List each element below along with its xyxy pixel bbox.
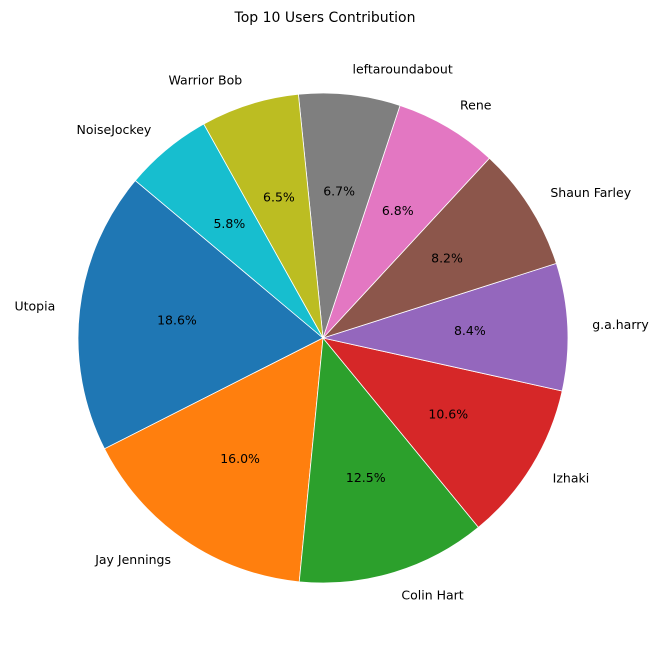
pie-category-labels: Utopia Jay Jennings Colin Hart Izhaki g.a.ha…	[14, 62, 649, 603]
pie-slice-utopia	[77, 179, 324, 450]
pie-slice-colin-hart	[298, 336, 480, 584]
pie-percent-g-a-harry: 8.4%	[454, 323, 486, 338]
pie-label-g-a-harry: g.a.harry	[592, 317, 649, 332]
pie-label-rene: Rene	[460, 97, 492, 112]
pie-slice-rene	[322, 104, 490, 339]
pie-label-warrior-bob: Warrior Bob	[169, 72, 243, 87]
pie-slice-jay-jennings	[103, 337, 324, 583]
pie-label-utopia: Utopia	[14, 299, 55, 314]
pie-label-izhaki: Izhaki	[553, 471, 590, 486]
pie-percent-labels: 18.6% 16.0% 12.5% 10.6% 8.4% 8.2% 6.8% 6.7% 6.5%…	[157, 183, 486, 485]
pie-slices	[77, 92, 569, 584]
pie-slice-noisejockey	[134, 123, 324, 339]
pie-slice-g-a-harry	[321, 262, 569, 392]
pie-label-jay-jennings: Jay Jennings	[94, 552, 171, 567]
pie-slice-shaun-farley	[321, 157, 557, 339]
pie-percent-jay-jennings: 16.0%	[220, 451, 260, 466]
pie-label-colin-hart: Colin Hart	[401, 587, 463, 602]
pie-percent-noisejockey: 5.8%	[213, 216, 245, 231]
pie-label-leftaroundabout: leftaroundabout	[352, 62, 452, 77]
pie-percent-leftaroundabout: 6.7%	[323, 183, 355, 198]
pie-label-shaun-farley: Shaun Farley	[550, 185, 631, 200]
pie-percent-shaun-farley: 8.2%	[431, 251, 463, 266]
pie-label-noisejockey: NoiseJockey	[77, 122, 152, 137]
pie-percent-warrior-bob: 6.5%	[263, 189, 295, 204]
pie-percent-colin-hart: 12.5%	[346, 470, 386, 485]
chart-title: Top 10 Users Contribution	[234, 10, 416, 26]
pie-percent-rene: 6.8%	[382, 203, 414, 218]
pie-percent-izhaki: 10.6%	[428, 406, 468, 421]
pie-percent-utopia: 18.6%	[157, 313, 197, 328]
pie-slice-izhaki	[321, 337, 563, 528]
